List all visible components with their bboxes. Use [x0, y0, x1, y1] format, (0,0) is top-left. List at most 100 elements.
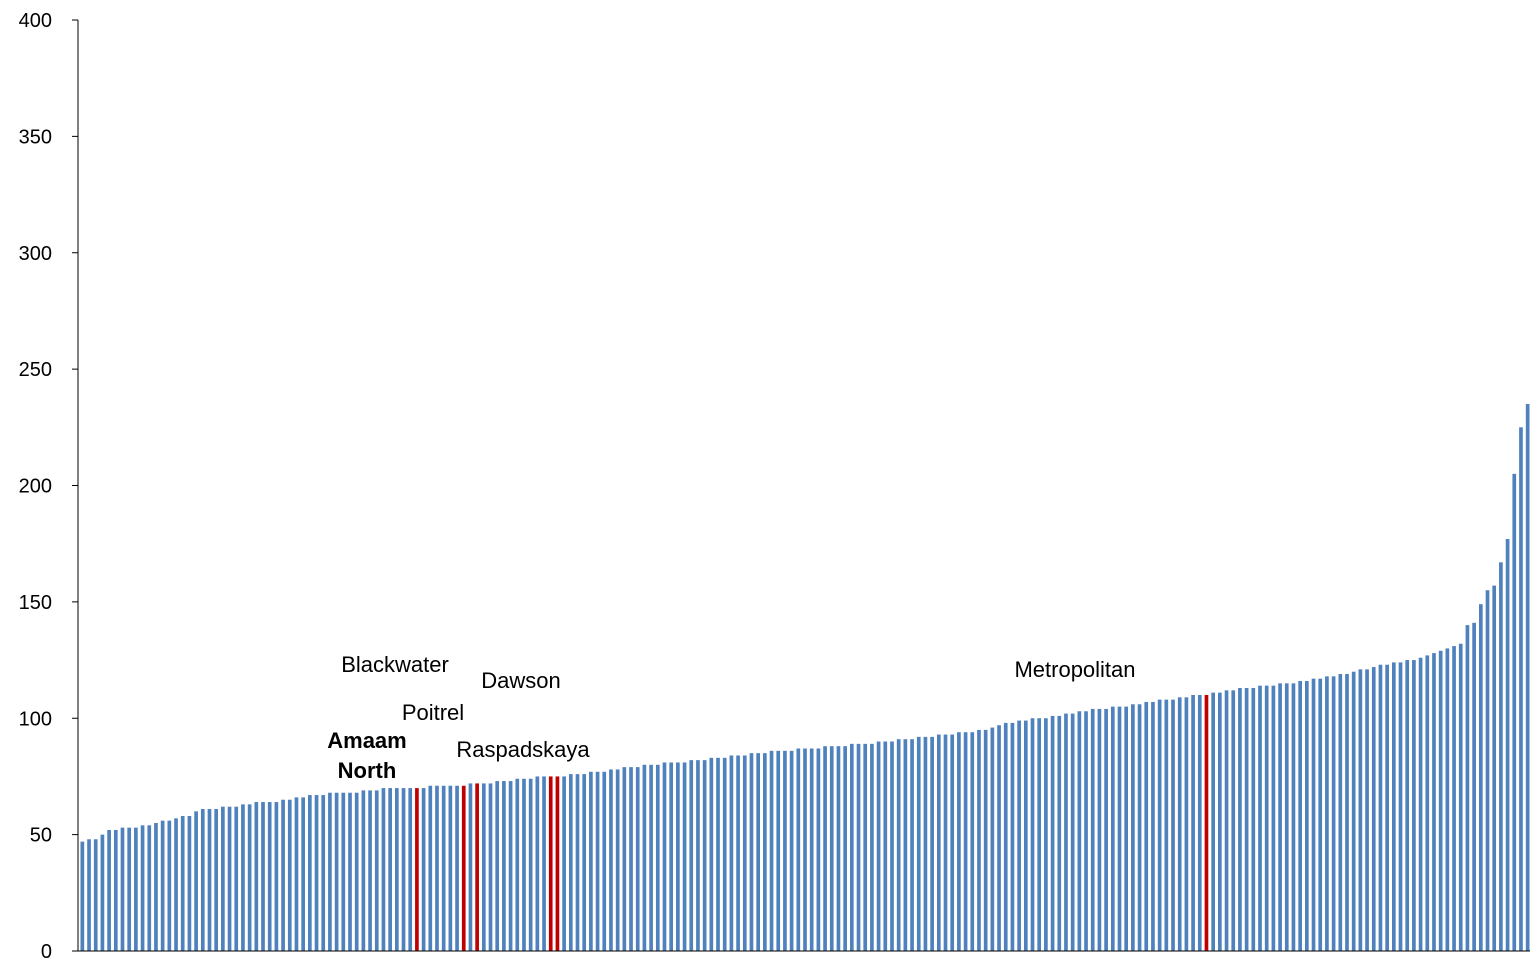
y-tick-label: 400 [19, 10, 52, 32]
bar [957, 732, 961, 951]
bar [1003, 722, 1008, 951]
bar [321, 795, 326, 951]
bar [100, 834, 105, 952]
bar [856, 743, 861, 951]
bar [696, 760, 700, 951]
bar [107, 829, 111, 951]
bar [1385, 664, 1389, 951]
bar [287, 799, 292, 951]
bar [174, 818, 178, 951]
bar [1050, 715, 1055, 951]
bar [1445, 648, 1450, 951]
bar [1191, 694, 1195, 951]
bar [200, 809, 205, 951]
bar [1338, 674, 1343, 951]
bar [1164, 699, 1169, 951]
bar [769, 750, 774, 951]
bar [221, 806, 225, 951]
bar [629, 767, 633, 951]
bar [1211, 692, 1216, 951]
bar [1077, 711, 1082, 951]
bar-highlighted [461, 785, 466, 951]
bar [1452, 646, 1456, 951]
bar [1144, 701, 1149, 951]
bar [916, 736, 921, 951]
bar [1044, 718, 1048, 951]
annotation-label: Raspadskaya [456, 737, 590, 762]
bar [997, 725, 1001, 951]
bar [1064, 713, 1068, 951]
annotation-label: Blackwater [341, 652, 449, 677]
bar [1090, 708, 1095, 951]
bar [836, 746, 841, 951]
bar [803, 748, 807, 951]
bar [314, 795, 319, 951]
bar [1438, 650, 1443, 951]
bar [1171, 699, 1175, 951]
bar [843, 746, 847, 951]
bar [930, 736, 934, 951]
bar [977, 729, 981, 951]
bar [716, 757, 720, 951]
bar [1097, 708, 1102, 951]
bar [160, 820, 165, 951]
bar [649, 764, 653, 951]
bar [428, 785, 433, 951]
bar [227, 806, 232, 951]
bar [1331, 676, 1336, 951]
bar [502, 781, 506, 951]
bar [421, 788, 426, 951]
y-tick-label: 100 [19, 708, 52, 730]
annotation-label: Amaam North [327, 728, 406, 783]
bar-highlighted [415, 788, 419, 951]
bar [207, 809, 212, 951]
bar [441, 785, 446, 951]
bar [147, 825, 152, 951]
bar [301, 797, 305, 951]
bar [194, 811, 198, 951]
bar [602, 771, 607, 951]
bar [756, 753, 760, 951]
bar-highlighted [1204, 694, 1209, 951]
bar [1345, 674, 1349, 951]
annotation-label: Dawson [481, 668, 560, 693]
annotation-layer: Amaam North Blackwater Poitrel Raspadskaya Da… [327, 652, 1135, 783]
bar [783, 750, 787, 951]
bar [1258, 685, 1262, 951]
bar [394, 788, 399, 951]
bar [1110, 706, 1115, 951]
bar [348, 792, 352, 951]
bar [254, 802, 259, 951]
bar [1057, 715, 1062, 951]
bar [241, 804, 245, 951]
bar [1519, 427, 1523, 951]
bar [903, 739, 908, 951]
bar [1131, 704, 1135, 951]
bar [1418, 657, 1423, 951]
bar [1271, 685, 1276, 951]
y-tick-label: 0 [41, 941, 52, 960]
bar [1391, 662, 1396, 951]
bar [154, 822, 158, 951]
bar [1231, 690, 1236, 951]
bar [622, 767, 627, 951]
bar [1151, 701, 1155, 951]
bar [749, 753, 754, 951]
bar [1305, 681, 1309, 951]
bar [763, 753, 767, 951]
bar [515, 778, 520, 951]
y-tick-label: 350 [19, 126, 52, 148]
bar [1084, 711, 1088, 951]
bar [1351, 671, 1356, 951]
bar [823, 746, 827, 951]
bar [113, 829, 118, 951]
bar [1432, 653, 1436, 951]
annotation-label: Poitrel [402, 700, 464, 725]
bar [609, 769, 613, 951]
bar [1218, 692, 1222, 951]
bar [642, 764, 647, 951]
y-tick-label: 300 [19, 243, 52, 265]
bar [495, 781, 500, 951]
bar [582, 774, 587, 951]
